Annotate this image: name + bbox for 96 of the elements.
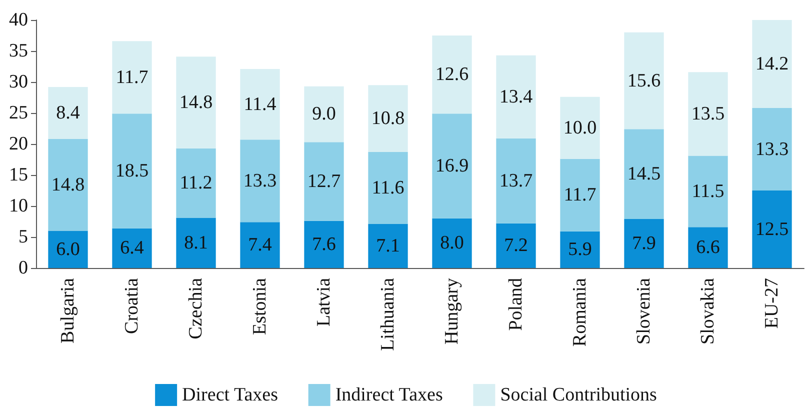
x-tick-label: Bulgaria <box>58 277 78 344</box>
data-label: 7.6 <box>312 234 336 255</box>
data-label: 12.7 <box>307 171 341 192</box>
data-label: 13.4 <box>499 86 534 108</box>
data-label: 10.0 <box>563 117 597 138</box>
legend-label: Direct Taxes <box>182 384 278 406</box>
legend-label: Indirect Taxes <box>335 384 443 406</box>
bar <box>240 68 280 140</box>
legend-label: Social Contributions <box>500 384 657 406</box>
data-label: 11.7 <box>116 66 148 88</box>
bar <box>688 72 728 156</box>
data-label: 7.2 <box>504 235 528 256</box>
data-label: 10.8 <box>371 108 405 130</box>
data-label: 11.7 <box>564 184 596 206</box>
bar <box>752 20 792 108</box>
bar <box>752 108 792 190</box>
data-label: 8.1 <box>184 232 208 254</box>
data-label: 15.6 <box>627 70 661 92</box>
x-tick-label: Romania <box>570 277 590 347</box>
data-label: 7.4 <box>248 234 272 256</box>
data-label: 9.0 <box>312 104 336 125</box>
bar <box>496 223 536 268</box>
data-label: 11.5 <box>692 180 724 202</box>
data-label: 18.5 <box>115 160 149 182</box>
y-tick-label: 10 <box>9 196 28 216</box>
bar <box>688 156 728 228</box>
bar <box>752 190 792 268</box>
bar <box>496 55 536 138</box>
data-label: 7.1 <box>376 235 400 256</box>
x-tick-label: Czechia <box>186 277 206 340</box>
data-label: 13.5 <box>691 103 725 124</box>
data-label: 13.7 <box>499 170 533 192</box>
bar <box>688 227 728 268</box>
bar <box>240 140 280 222</box>
bar <box>560 96 600 159</box>
data-label: 8.0 <box>440 232 464 254</box>
bar <box>432 218 472 268</box>
y-tick-label: 15 <box>9 164 28 186</box>
data-label: 14.8 <box>179 92 213 113</box>
data-label: 16.9 <box>435 156 469 177</box>
data-label: 14.5 <box>627 164 661 185</box>
bar <box>304 86 344 142</box>
bar <box>624 32 664 130</box>
y-tick-label: 25 <box>9 102 28 124</box>
bar <box>48 230 88 268</box>
data-label: 6.0 <box>56 238 80 260</box>
bar <box>368 224 408 268</box>
bar <box>432 36 472 114</box>
data-label: 13.3 <box>755 138 789 160</box>
x-tick-label: Lithuania <box>378 277 398 351</box>
data-label: 11.4 <box>244 94 277 115</box>
y-tick-label: 30 <box>9 72 28 92</box>
bar <box>432 114 472 218</box>
bar <box>560 158 600 232</box>
bar <box>624 219 664 268</box>
data-label: 11.6 <box>372 178 404 199</box>
x-tick-label: Latvia <box>314 277 334 327</box>
data-label: 11.2 <box>180 172 212 194</box>
bar <box>48 86 88 140</box>
bar <box>112 41 152 114</box>
y-tick-label: 40 <box>9 10 28 30</box>
bar <box>624 129 664 220</box>
x-tick-label: Estonia <box>250 277 270 335</box>
bar <box>368 152 408 224</box>
data-label: 12.5 <box>755 218 789 240</box>
x-tick-label: Poland <box>506 278 526 331</box>
data-label: 14.8 <box>51 174 85 196</box>
x-tick-label: Slovenia <box>634 277 654 344</box>
bar <box>560 231 600 268</box>
bar <box>368 85 408 152</box>
y-tick-label: 20 <box>9 134 28 154</box>
x-tick-label: Slovakia <box>698 277 718 344</box>
x-tick-label: Hungary <box>442 278 462 344</box>
data-label: 7.9 <box>632 233 656 254</box>
bar <box>48 139 88 231</box>
y-tick-label: 5 <box>18 226 28 248</box>
bar <box>176 56 216 148</box>
bar <box>240 222 280 268</box>
x-tick-label: EU-27 <box>762 278 782 329</box>
data-label: 8.4 <box>56 102 80 124</box>
y-tick-label: 0 <box>18 258 28 278</box>
bar <box>112 228 152 268</box>
bar <box>176 218 216 268</box>
y-tick-label: 35 <box>9 40 28 62</box>
data-label: 14.2 <box>755 54 789 75</box>
data-label: 13.3 <box>243 170 277 192</box>
data-label: 6.4 <box>120 238 144 259</box>
bar <box>304 220 344 268</box>
x-tick-label: Croatia <box>122 277 142 334</box>
bar <box>176 148 216 218</box>
bar <box>496 138 536 224</box>
data-label: 6.6 <box>696 237 720 258</box>
data-label: 5.9 <box>568 239 592 260</box>
bar <box>112 114 152 228</box>
bar <box>304 142 344 221</box>
data-label: 12.6 <box>435 64 469 86</box>
